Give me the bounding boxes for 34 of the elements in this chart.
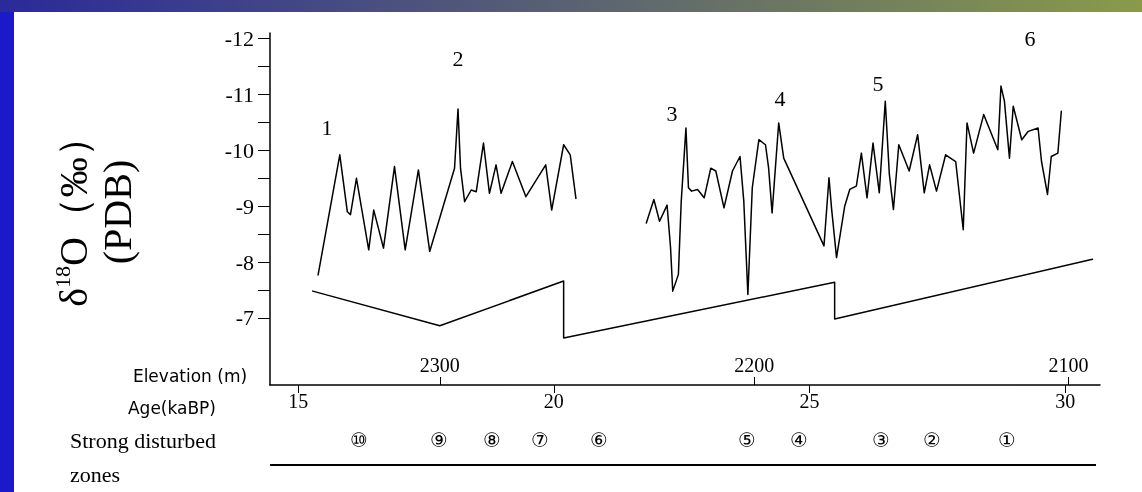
text: ⑤: [738, 428, 756, 452]
text: ⑨: [430, 428, 448, 452]
x-tick-label: 2100: [1048, 354, 1089, 376]
y-tick-label: -8: [235, 249, 254, 275]
y-tick-label: -11: [225, 81, 254, 107]
y-axis-title: δ18O（‰） (PDB): [49, 117, 140, 307]
x2-tick-label: 30: [1055, 390, 1076, 412]
text: ⑧: [483, 428, 501, 452]
x2-axis-title: Age(kaBP): [127, 398, 217, 418]
text: ④: [790, 428, 808, 452]
y-tick-label: -12: [224, 26, 254, 52]
text: ③: [872, 428, 890, 452]
text: ⑩: [350, 428, 368, 452]
text: ①: [998, 428, 1016, 452]
text: ②: [923, 428, 941, 452]
annotation: 3: [666, 100, 678, 126]
x2-tick-label: 15: [288, 390, 309, 412]
annotation: 4: [774, 85, 786, 111]
x-tick-label: 2200: [734, 354, 775, 376]
y-tick-label: -7: [235, 305, 254, 331]
text: ⑥: [590, 428, 608, 452]
annotation: 1: [321, 114, 333, 140]
x-axis-title: Elevation (m): [132, 366, 248, 386]
annotation: 2: [452, 45, 464, 71]
text: Strong disturbed zones: [70, 427, 217, 487]
text: ⑦: [531, 428, 549, 452]
y-tick-label: -9: [235, 193, 254, 219]
annotation: 5: [872, 70, 884, 96]
y-tick-label: -10: [224, 137, 254, 163]
x2-tick-label: 20: [543, 390, 564, 412]
x-tick-label: 2300: [419, 354, 460, 376]
x2-tick-label: 25: [799, 390, 820, 412]
line-series: [312, 258, 1094, 339]
annotation: 6: [1024, 25, 1036, 51]
